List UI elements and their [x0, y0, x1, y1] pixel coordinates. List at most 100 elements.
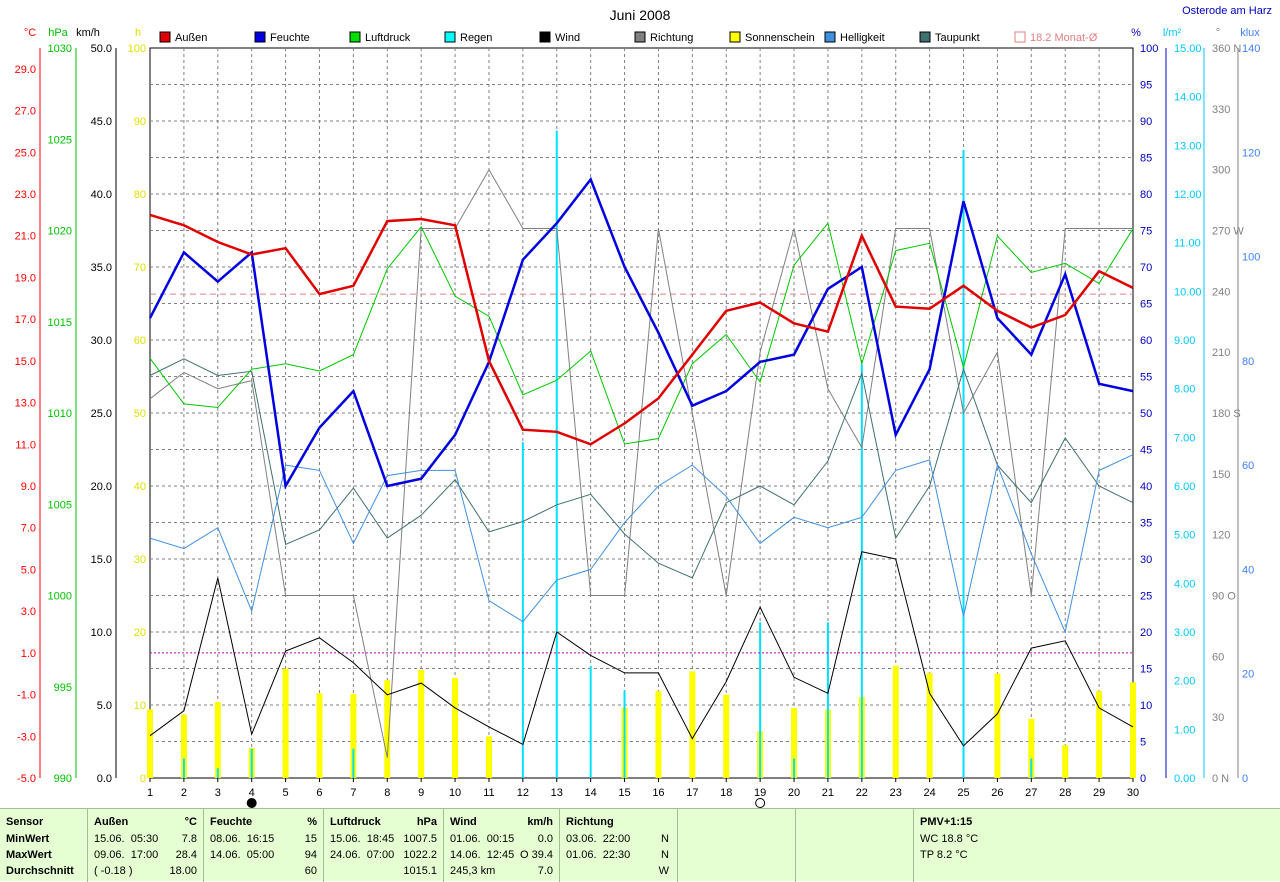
x-tick-label: 1 — [147, 787, 153, 799]
humidity-axis-tick-label: 35 — [1140, 518, 1152, 530]
wind-axis-tick-label: 0.0 — [97, 773, 112, 785]
stats-feuchte-max-value: 94 — [304, 849, 317, 861]
stats-unit-luftdruck: hPa — [416, 816, 437, 828]
sunshine-bar — [926, 672, 933, 778]
sun-axis-tick-label: 70 — [134, 262, 146, 274]
temp-axis-tick-label: 5.0 — [21, 564, 36, 576]
stats-aussen-max-value: 28.4 — [175, 849, 197, 861]
x-tick-label: 8 — [384, 787, 390, 799]
stats-col-sensor: Sensor MinWert MaxWert Durchschnitt — [0, 809, 88, 882]
sun-axis-tick-label: 10 — [134, 700, 146, 712]
x-tick-label: 17 — [686, 787, 698, 799]
pmv-tp: TP 8.2 °C — [920, 849, 968, 861]
sun-axis-tick-label: 100 — [128, 43, 146, 55]
direction-axis-tick-label: 90 O — [1212, 591, 1236, 603]
sun-axis-tick-label: 0 — [140, 773, 146, 785]
x-tick-label: 5 — [283, 787, 289, 799]
plot-area — [147, 47, 1136, 779]
legend-swatch — [254, 31, 266, 43]
x-tick-label: 19 — [754, 787, 766, 799]
legend-swatch — [159, 31, 171, 43]
stats-aussen-max-time: 09.06. 17:00 — [94, 849, 159, 861]
x-tick-label: 29 — [1093, 787, 1105, 799]
stats-wind-min-value: 0.0 — [537, 833, 553, 845]
direction-axis-tick-label: 300 — [1212, 165, 1230, 177]
legend-swatch — [824, 31, 836, 43]
humidity-axis-tick-label: 70 — [1140, 262, 1152, 274]
stats-col-pmv: PMV+1:15 WC 18.8 °C TP 8.2 °C — [914, 809, 1280, 882]
sun-axis-tick-label: 60 — [134, 335, 146, 347]
series-line-taupunkt — [149, 358, 1134, 579]
chart-title: Juni 2008 — [610, 7, 671, 23]
humidity-axis-tick-label: 45 — [1140, 445, 1152, 457]
x-tick-label: 12 — [517, 787, 529, 799]
pressure-axis-tick-label: 1030 — [48, 43, 72, 55]
direction-axis-tick-label: 210 — [1212, 347, 1230, 359]
location-label: Osterode am Harz — [1182, 5, 1272, 17]
stats-header-aussen: Außen — [94, 816, 129, 828]
legend-label: Luftdruck — [365, 32, 411, 44]
temp-axis-tick-label: 29.0 — [15, 64, 36, 76]
chart-legend: Außen Feuchte Luftdruck Regen Wind Richtung So… — [159, 31, 1098, 44]
stats-col-aussen: Außen °C 15.06. 05:30 7.8 09.06. 17:00 2… — [88, 809, 204, 882]
axis-unit-headers: °C hPa km/h h% l/m² ° klux — [24, 27, 1260, 39]
humidity-axis-tick-label: 30 — [1140, 554, 1152, 566]
humidity-axis-tick-label: 5 — [1140, 737, 1146, 749]
series-line-feuchte — [148, 176, 1134, 490]
x-tick-label: 24 — [923, 787, 935, 799]
axis-unit-label: klux — [1240, 27, 1260, 39]
sunshine-bar — [1062, 745, 1069, 778]
legend-swatch — [919, 31, 931, 43]
legend-label: Richtung — [650, 32, 693, 44]
axis-unit-label: % — [1131, 27, 1141, 39]
humidity-axis-tick-label: 15 — [1140, 664, 1152, 676]
statistics-panel: Sensor MinWert MaxWert Durchschnitt Auße… — [0, 808, 1280, 882]
stats-druck-min-value: 1007.5 — [403, 833, 437, 845]
rain-axis-tick-label: 6.00 — [1174, 481, 1195, 493]
legend-swatch — [349, 31, 361, 43]
x-tick-label: 20 — [788, 787, 800, 799]
stats-feuchte-min-time: 08.06. 16:15 — [210, 833, 275, 845]
rain-axis-tick-label: 14.00 — [1174, 92, 1202, 104]
pressure-axis-tick-label: 1020 — [48, 226, 72, 238]
stats-feuchte-max-time: 14.06. 05:00 — [210, 849, 275, 861]
stats-header-sensor: Sensor — [6, 816, 44, 828]
sunshine-bar — [892, 665, 899, 778]
axis-unit-label: °C — [24, 27, 36, 39]
series-line-auen — [149, 213, 1134, 446]
temp-axis-tick-label: 9.0 — [21, 481, 36, 493]
direction-axis-tick-label: 60 — [1212, 651, 1224, 663]
direction-axis-tick-label: 240 — [1212, 286, 1230, 298]
sunshine-bar — [214, 702, 221, 778]
humidity-axis-tick-label: 65 — [1140, 299, 1152, 311]
rain-bar — [826, 622, 829, 778]
wind-axis-tick-label: 10.0 — [91, 627, 112, 639]
sunshine-bar — [655, 691, 662, 778]
x-tick-label: 28 — [1059, 787, 1071, 799]
temp-axis-tick-label: 17.0 — [15, 314, 36, 326]
axis-unit-label: l/m² — [1163, 27, 1182, 39]
pressure-axis-tick-label: 1010 — [48, 408, 72, 420]
wind-axis-tick-label: 30.0 — [91, 335, 112, 347]
pressure-axis-tick-label: 995 — [54, 682, 72, 694]
stats-col-luftdruck: Luftdruck hPa 15.06. 18:45 1007.5 24.06.… — [324, 809, 444, 882]
lux-axis-tick-label: 80 — [1242, 356, 1254, 368]
sunshine-bar — [418, 669, 425, 778]
lux-axis-tick-label: 60 — [1242, 460, 1254, 472]
sunshine-bar — [1130, 682, 1136, 778]
stats-richtung-max-time: 01.06. 22:30 — [566, 849, 631, 861]
x-tick-label: 13 — [551, 787, 563, 799]
sunshine-bar — [384, 680, 391, 778]
pressure-axis-tick-label: 1025 — [48, 134, 72, 146]
rain-bar — [216, 768, 219, 778]
wind-axis-tick-label: 45.0 — [91, 116, 112, 128]
legend-label: Taupunkt — [935, 32, 980, 44]
humidity-axis-tick-label: 90 — [1140, 116, 1152, 128]
stats-richtung-min-time: 03.06. 22:00 — [566, 833, 631, 845]
x-tick-label: 2 — [181, 787, 187, 799]
rain-bar — [623, 690, 626, 778]
rain-axis-tick-label: 3.00 — [1174, 627, 1195, 639]
series-line-helligkeit — [149, 454, 1134, 634]
pressure-axis-tick-label: 1005 — [48, 499, 72, 511]
rain-axis-tick-label: 10.00 — [1174, 286, 1202, 298]
